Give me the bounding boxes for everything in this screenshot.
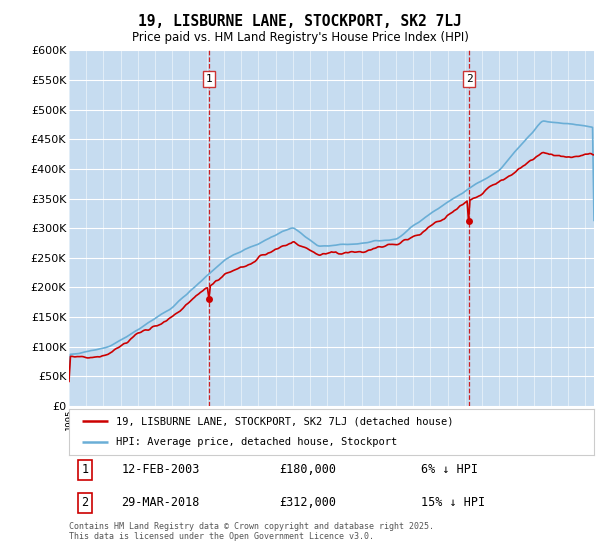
Text: 1: 1 xyxy=(81,463,88,476)
Text: 15% ↓ HPI: 15% ↓ HPI xyxy=(421,496,485,510)
Text: £312,000: £312,000 xyxy=(279,496,336,510)
Text: £180,000: £180,000 xyxy=(279,463,336,476)
Text: 2: 2 xyxy=(466,74,472,84)
Text: 29-MAR-2018: 29-MAR-2018 xyxy=(121,496,200,510)
Text: 19, LISBURNE LANE, STOCKPORT, SK2 7LJ: 19, LISBURNE LANE, STOCKPORT, SK2 7LJ xyxy=(138,14,462,29)
Text: 6% ↓ HPI: 6% ↓ HPI xyxy=(421,463,478,476)
Text: Price paid vs. HM Land Registry's House Price Index (HPI): Price paid vs. HM Land Registry's House … xyxy=(131,31,469,44)
Text: Contains HM Land Registry data © Crown copyright and database right 2025.
This d: Contains HM Land Registry data © Crown c… xyxy=(69,522,434,542)
Text: 2: 2 xyxy=(81,496,88,510)
Text: HPI: Average price, detached house, Stockport: HPI: Average price, detached house, Stoc… xyxy=(116,437,398,447)
Text: 19, LISBURNE LANE, STOCKPORT, SK2 7LJ (detached house): 19, LISBURNE LANE, STOCKPORT, SK2 7LJ (d… xyxy=(116,416,454,426)
Text: 1: 1 xyxy=(205,74,212,84)
Text: 12-FEB-2003: 12-FEB-2003 xyxy=(121,463,200,476)
